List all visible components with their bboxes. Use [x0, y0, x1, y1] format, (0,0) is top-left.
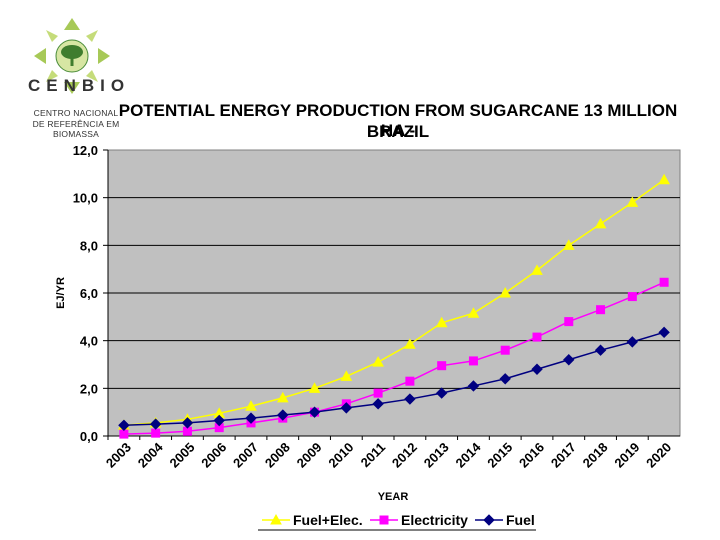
- series-line-1: [123, 281, 665, 435]
- data-point: [149, 418, 162, 430]
- y-tick-label: 4,0: [80, 334, 98, 349]
- x-tick-label: 2016: [516, 440, 547, 471]
- data-point: [596, 305, 606, 315]
- data-point: [340, 370, 353, 381]
- data-point: [467, 380, 480, 392]
- data-point: [277, 409, 289, 421]
- data-point: [118, 419, 130, 431]
- data-point: [372, 356, 384, 367]
- data-point: [276, 391, 289, 403]
- data-point: [245, 412, 257, 424]
- x-tick-label: 2015: [484, 440, 515, 471]
- data-point: [531, 363, 543, 375]
- data-point: [594, 344, 607, 356]
- data-point: [499, 286, 512, 298]
- data-point: [659, 277, 669, 287]
- chart-title-line2: BRAZIL: [366, 122, 430, 141]
- x-tick-label: 2005: [167, 440, 198, 471]
- data-point: [373, 388, 383, 398]
- logo-caption-line2: DE REFERÊNCIA EM BIOMASSA: [32, 119, 120, 139]
- data-point: [626, 196, 639, 207]
- data-point: [437, 361, 447, 371]
- x-tick-label: 2004: [135, 439, 167, 471]
- data-point: [532, 332, 542, 342]
- data-point: [308, 406, 321, 418]
- x-tick-label: 2013: [421, 440, 452, 471]
- data-point: [181, 417, 194, 429]
- y-axis-label: EJ/YR: [55, 277, 67, 309]
- chart-title-line1: POTENTIAL ENERGY PRODUCTION FROM SUGARCA…: [118, 101, 678, 140]
- data-point: [435, 316, 448, 328]
- data-point: [563, 354, 575, 366]
- legend-label: Fuel+Elec.: [293, 512, 363, 528]
- data-point: [308, 382, 321, 393]
- data-point: [627, 292, 637, 302]
- y-tick-label: 10,0: [73, 191, 98, 206]
- data-point: [500, 345, 510, 355]
- legend-marker: [270, 513, 282, 525]
- legend-marker: [483, 514, 495, 526]
- data-point: [468, 356, 478, 366]
- data-point: [564, 317, 574, 327]
- data-point: [372, 398, 384, 410]
- series-line-0: [123, 179, 665, 427]
- y-tick-label: 8,0: [80, 238, 98, 253]
- x-tick-label: 2014: [453, 439, 485, 471]
- tree-icon: [34, 18, 110, 94]
- data-point: [245, 400, 257, 411]
- y-tick-label: 0,0: [80, 429, 98, 444]
- data-point: [340, 402, 353, 414]
- x-tick-label: 2006: [198, 440, 229, 471]
- data-point: [531, 264, 543, 275]
- data-point: [435, 387, 448, 399]
- data-point: [467, 307, 480, 318]
- x-tick-label: 2009: [294, 440, 325, 471]
- x-tick-label: 2012: [389, 440, 420, 471]
- x-tick-label: 2019: [611, 440, 642, 471]
- logo-name: CENBIO: [28, 76, 131, 95]
- data-point: [119, 429, 129, 439]
- y-tick-label: 12,0: [73, 143, 98, 158]
- data-point: [404, 338, 416, 349]
- logo-caption-line1: CENTRO NACIONAL: [33, 108, 119, 118]
- y-tick-label: 6,0: [80, 286, 98, 301]
- data-point: [213, 414, 225, 427]
- data-point: [151, 428, 161, 438]
- data-point: [499, 373, 511, 385]
- x-tick-label: 2003: [103, 440, 134, 471]
- x-tick-label: 2008: [262, 440, 293, 471]
- data-point: [562, 239, 575, 250]
- legend-marker: [379, 515, 389, 525]
- legend-label: Fuel: [506, 512, 535, 528]
- legend-box: [258, 508, 536, 530]
- x-tick-label: 2007: [230, 440, 261, 471]
- x-tick-label: 2018: [580, 440, 611, 471]
- x-axis-label: YEAR: [378, 491, 409, 503]
- data-point: [658, 326, 670, 339]
- x-tick-label: 2020: [643, 440, 674, 471]
- x-tick-label: 2010: [325, 440, 356, 471]
- x-tick-label: 2011: [358, 440, 389, 471]
- legend-label: Electricity: [401, 512, 468, 528]
- data-point: [626, 336, 639, 348]
- y-tick-label: 2,0: [80, 381, 98, 396]
- x-tick-label: 2017: [548, 440, 579, 471]
- data-point: [658, 173, 670, 185]
- cenbio-logo: [34, 18, 110, 94]
- data-point: [594, 217, 607, 229]
- data-point: [404, 393, 416, 405]
- data-point: [405, 376, 415, 386]
